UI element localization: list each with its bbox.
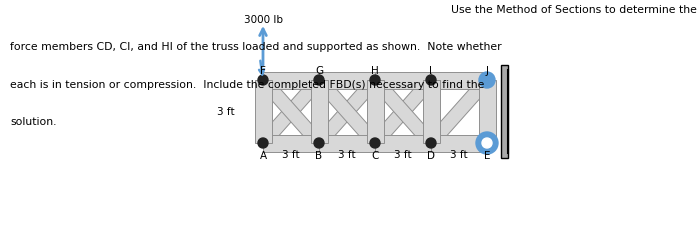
- Circle shape: [482, 75, 492, 85]
- Polygon shape: [263, 71, 319, 88]
- Polygon shape: [375, 134, 431, 151]
- Text: 3 ft: 3 ft: [338, 150, 356, 160]
- Polygon shape: [319, 134, 375, 151]
- Circle shape: [370, 75, 380, 85]
- Polygon shape: [431, 71, 487, 88]
- Polygon shape: [431, 134, 487, 151]
- Text: G: G: [315, 66, 323, 76]
- Polygon shape: [319, 71, 375, 88]
- Text: 3 ft: 3 ft: [394, 150, 412, 160]
- Polygon shape: [314, 75, 380, 148]
- Polygon shape: [263, 134, 319, 151]
- Polygon shape: [370, 75, 436, 148]
- Text: 3 ft: 3 ft: [450, 150, 468, 160]
- Polygon shape: [311, 80, 328, 143]
- Text: 3 ft: 3 ft: [282, 150, 300, 160]
- Text: J: J: [486, 66, 489, 76]
- Circle shape: [482, 138, 492, 148]
- Polygon shape: [367, 80, 384, 143]
- Text: E: E: [484, 151, 490, 161]
- Circle shape: [476, 132, 498, 154]
- Text: Use the Method of Sections to determine the: Use the Method of Sections to determine …: [451, 5, 696, 15]
- Text: each is in tension or compression.  Include the completed FBD(s) necessary to fi: each is in tension or compression. Inclu…: [10, 80, 485, 90]
- Text: H: H: [371, 66, 379, 76]
- Bar: [501, 65, 508, 158]
- Text: C: C: [371, 151, 379, 161]
- Polygon shape: [479, 80, 496, 143]
- Circle shape: [370, 138, 380, 148]
- Polygon shape: [258, 75, 324, 148]
- Text: 3 ft: 3 ft: [218, 107, 235, 117]
- Text: A: A: [260, 151, 267, 161]
- Circle shape: [258, 138, 268, 148]
- Circle shape: [314, 138, 324, 148]
- Polygon shape: [375, 71, 431, 88]
- Text: F: F: [260, 66, 266, 76]
- Circle shape: [479, 72, 495, 88]
- Text: 3000 lb: 3000 lb: [244, 15, 283, 25]
- Text: B: B: [316, 151, 323, 161]
- Polygon shape: [370, 75, 436, 148]
- Polygon shape: [258, 75, 324, 148]
- Circle shape: [314, 75, 324, 85]
- Polygon shape: [255, 80, 272, 143]
- Circle shape: [258, 75, 268, 85]
- Text: force members CD, CI, and HI of the truss loaded and supported as shown.  Note w: force members CD, CI, and HI of the trus…: [10, 42, 502, 52]
- Polygon shape: [426, 75, 492, 148]
- Text: D: D: [427, 151, 435, 161]
- Text: solution.: solution.: [10, 117, 57, 127]
- Circle shape: [482, 138, 492, 148]
- Circle shape: [426, 75, 436, 85]
- Circle shape: [426, 138, 436, 148]
- Polygon shape: [423, 80, 440, 143]
- Polygon shape: [314, 75, 380, 148]
- Text: I: I: [430, 66, 433, 76]
